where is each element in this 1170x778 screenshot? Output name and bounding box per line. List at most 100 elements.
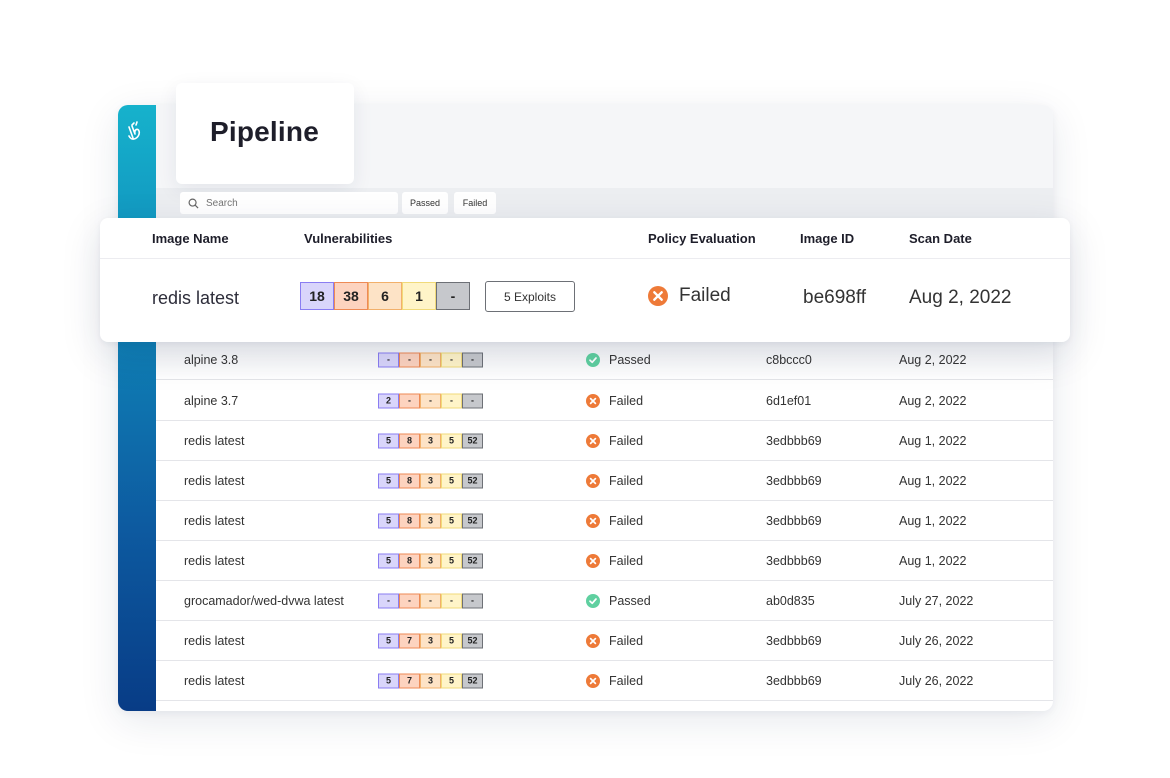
- failed-x-icon: [586, 393, 600, 408]
- critical-count-badge: 5: [378, 673, 399, 688]
- critical-count-badge: 5: [378, 513, 399, 528]
- low-count-badge: -: [441, 352, 462, 367]
- status-label: Failed: [609, 433, 644, 448]
- sidebar: [118, 105, 156, 711]
- search-input[interactable]: [206, 197, 386, 209]
- policy-status: Failed: [647, 285, 731, 307]
- exploits-button[interactable]: 5 Exploits: [485, 281, 575, 312]
- image-id: c8bccc0: [766, 352, 812, 367]
- filter-passed-button[interactable]: Passed: [402, 192, 448, 214]
- vulnerability-badges: 5 8 3 5 52: [378, 473, 483, 488]
- scan-date: Aug 2, 2022: [899, 352, 967, 367]
- critical-count-badge: 5: [378, 553, 399, 568]
- table-row[interactable]: alpine 3.8- - - - - Passed c8bccc0 Aug 2, 2022: [156, 340, 1053, 380]
- image-id: 3edbbb69: [766, 553, 822, 568]
- title-card: Pipeline: [176, 83, 354, 184]
- high-count-badge: 8: [399, 553, 420, 568]
- vulnerability-badges: 18 38 6 1 -: [300, 282, 470, 310]
- table-row[interactable]: redis latest 5 8 3 5 52 Failed 3edbbb69 Aug 1, 2…: [156, 461, 1053, 501]
- high-count-badge: -: [399, 352, 420, 367]
- negligible-count-badge: -: [436, 282, 470, 310]
- low-count-badge: 5: [441, 473, 462, 488]
- image-id: 3edbbb69: [766, 633, 822, 648]
- search-icon: [188, 198, 199, 209]
- low-count-badge: 5: [441, 633, 462, 648]
- negligible-count-badge: 52: [462, 673, 483, 688]
- vulnerability-badges: 5 7 3 5 52: [378, 673, 483, 688]
- scan-date: July 26, 2022: [899, 673, 974, 688]
- image-name[interactable]: redis latest: [184, 433, 245, 448]
- failed-x-icon: [586, 433, 600, 448]
- critical-count-badge: 5: [378, 633, 399, 648]
- image-name[interactable]: alpine 3.8: [184, 352, 239, 367]
- policy-status: Failed: [586, 673, 644, 688]
- vulnerability-badges: 2----: [378, 393, 483, 408]
- image-name[interactable]: redis latest: [184, 673, 245, 688]
- status-label: Failed: [609, 473, 644, 488]
- table-row[interactable]: grocamador/wed-dvwa latest - - - - - Passed ab0…: [156, 581, 1053, 621]
- image-name[interactable]: grocamador/wed-dvwa latest: [184, 593, 344, 608]
- critical-count-badge: 18: [300, 282, 334, 310]
- critical-count-badge: -: [378, 352, 399, 367]
- high-count-badge: 38: [334, 282, 368, 310]
- policy-status: Passed: [586, 593, 651, 608]
- negligible-count-badge: 52: [462, 553, 483, 568]
- status-label: Failed: [609, 513, 644, 528]
- search-box[interactable]: [180, 192, 398, 214]
- column-header-vulnerabilities[interactable]: Vulnerabilities: [304, 231, 393, 246]
- image-name[interactable]: redis latest: [184, 513, 245, 528]
- highlighted-row-card[interactable]: Image Name Vulnerabilities Policy Evalua…: [100, 218, 1070, 342]
- policy-status: Failed: [586, 393, 643, 408]
- pointer-hand-icon[interactable]: [124, 119, 150, 145]
- vulnerability-badges: 5 8 3 5 52: [378, 553, 483, 568]
- critical-count-badge: -: [378, 593, 399, 608]
- image-id: 3edbbb69: [766, 673, 822, 688]
- image-id: 3edbbb69: [766, 473, 822, 488]
- status-label: Passed: [609, 593, 651, 608]
- medium-count-badge: -: [420, 352, 441, 367]
- vulnerability-badges: 5 7 3 5 52: [378, 633, 483, 648]
- image-id: 3edbbb69: [766, 513, 822, 528]
- filter-failed-button[interactable]: Failed: [454, 192, 496, 214]
- table-row[interactable]: redis latest 5 7 3 5 52 Failed 3edbbb69 July 26,…: [156, 661, 1053, 701]
- table-row[interactable]: alpine 3.7 2- - - - Failed 6d1ef01 Aug 2, 2022: [156, 381, 1053, 421]
- passed-check-icon: [586, 352, 600, 367]
- high-count-badge: -: [399, 593, 420, 608]
- negligible-count-badge: 52: [462, 433, 483, 448]
- scan-date: July 27, 2022: [899, 593, 974, 608]
- image-name[interactable]: redis latest: [184, 553, 245, 568]
- table-row[interactable]: redis latest 5 7 3 5 52 Failed 3edbbb69 July 26,…: [156, 621, 1053, 661]
- vulnerability-badges: 5 8 3 5 52: [378, 433, 483, 448]
- image-name[interactable]: alpine 3.7: [184, 393, 239, 408]
- policy-status: Failed: [586, 473, 644, 488]
- failed-x-icon: [586, 633, 600, 648]
- status-label: Passed: [609, 352, 651, 367]
- medium-count-badge: -: [420, 593, 441, 608]
- high-count-badge: 7: [399, 673, 420, 688]
- column-header-policy-evaluation[interactable]: Policy Evaluation: [648, 231, 756, 246]
- column-header-image-name[interactable]: Image Name: [152, 231, 229, 246]
- scan-date: Aug 1, 2022: [899, 433, 967, 448]
- image-name[interactable]: redis latest: [152, 288, 240, 308]
- vulnerability-badges: -----: [378, 593, 483, 608]
- table-row[interactable]: redis latest 5 8 3 5 52 Failed 3edbbb69 Aug 1, 2…: [156, 541, 1053, 581]
- high-count-badge: 7: [399, 633, 420, 648]
- column-header-image-id[interactable]: Image ID: [800, 231, 855, 246]
- scan-date: Aug 1, 2022: [899, 473, 967, 488]
- high-count-badge: -: [399, 393, 420, 408]
- scan-date: Aug 1, 2022: [899, 513, 967, 528]
- policy-status: Failed: [586, 553, 643, 568]
- policy-status: Passed: [586, 352, 651, 367]
- low-count-badge: -: [441, 393, 462, 408]
- image-name[interactable]: redis latest: [184, 633, 245, 648]
- failed-x-icon: [648, 286, 668, 306]
- table-row[interactable]: redis latest 5 8 3 5 52 Failed 3edbbb69 Aug 1, 2…: [156, 501, 1053, 541]
- image-name[interactable]: redis latest: [184, 473, 245, 488]
- negligible-count-badge: -: [462, 393, 483, 408]
- status-label: Failed: [609, 673, 644, 688]
- high-count-badge: 8: [399, 433, 420, 448]
- column-header-scan-date[interactable]: Scan Date: [909, 231, 972, 246]
- negligible-count-badge: 52: [462, 513, 483, 528]
- table-row[interactable]: redis latest 5 8 3 5 52 Failed 3edbbb69 Aug 1, 2…: [156, 421, 1053, 461]
- scan-date: Aug 2, 2022: [899, 393, 967, 408]
